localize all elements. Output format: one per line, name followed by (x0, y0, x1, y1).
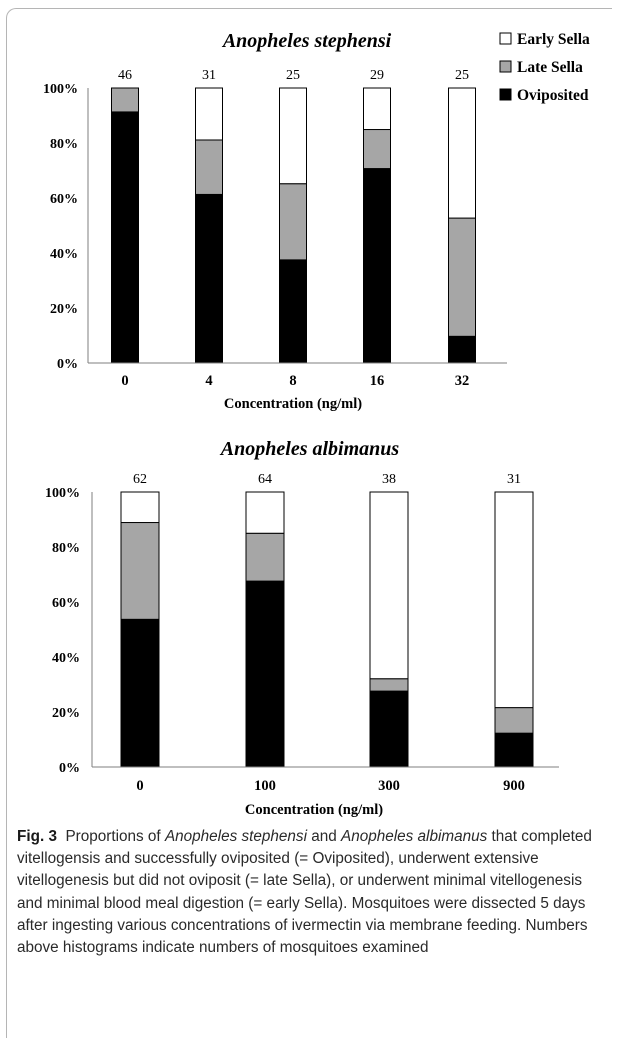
bar-segment-oviposited (246, 581, 284, 767)
bar-segment-late-sella (246, 533, 284, 581)
x-tick-label: 300 (378, 778, 400, 794)
sample-size-label: 25 (286, 68, 300, 83)
bar-segment-late-sella (364, 130, 391, 169)
bar-segment-early-sella (449, 88, 476, 218)
caption-species-1: Anopheles stephensi (165, 828, 307, 845)
y-tick-label: 60% (50, 192, 78, 207)
sample-size-label: 29 (370, 68, 384, 83)
bar-segment-late-sella (121, 523, 159, 620)
caption-text-2: and (307, 828, 341, 845)
caption-label: Fig. 3 (17, 828, 57, 845)
bar-segment-oviposited (364, 169, 391, 363)
y-tick-label: 0% (59, 761, 80, 776)
y-tick-label: 100% (43, 82, 78, 97)
caption-species-2: Anopheles albimanus (341, 828, 487, 845)
bar-segment-oviposited (112, 112, 139, 363)
x-tick-label: 900 (503, 778, 525, 794)
x-tick-label: 4 (205, 373, 212, 389)
sample-size-label: 31 (507, 472, 521, 487)
y-tick-label: 60% (52, 596, 80, 611)
legend-label: Late Sella (517, 59, 583, 76)
x-axis-title: Concentration (ng/ml) (245, 802, 383, 818)
y-tick-label: 40% (52, 651, 80, 666)
legend-swatch (500, 89, 511, 100)
sample-size-label: 25 (455, 68, 469, 83)
sample-size-label: 46 (118, 68, 132, 83)
y-tick-label: 80% (50, 137, 78, 152)
bar-segment-oviposited (370, 691, 408, 767)
figure-charts: Anopheles stephensi0%20%40%60%80%100%460… (0, 0, 623, 820)
bar-segment-oviposited (449, 336, 476, 363)
x-tick-label: 32 (455, 373, 470, 389)
y-tick-label: 80% (52, 541, 80, 556)
x-tick-label: 0 (121, 373, 128, 389)
bar-segment-late-sella (495, 708, 533, 734)
x-tick-label: 100 (254, 778, 276, 794)
bar-segment-late-sella (196, 140, 223, 194)
bar-segment-early-sella (246, 492, 284, 533)
bar-segment-early-sella (370, 492, 408, 679)
bar-segment-late-sella (112, 88, 139, 112)
bar-segment-late-sella (370, 679, 408, 691)
x-tick-label: 0 (136, 778, 143, 794)
bar-segment-late-sella (449, 218, 476, 336)
bar-segment-oviposited (495, 733, 533, 767)
x-tick-label: 8 (289, 373, 296, 389)
y-tick-label: 40% (50, 247, 78, 262)
sample-size-label: 31 (202, 68, 216, 83)
y-tick-label: 20% (52, 706, 80, 721)
caption-text-1: Proportions of (65, 828, 164, 845)
chart-title: Anopheles stephensi (221, 30, 392, 52)
sample-size-label: 62 (133, 472, 147, 487)
y-tick-label: 20% (50, 302, 78, 317)
bar-segment-early-sella (121, 492, 159, 523)
sample-size-label: 38 (382, 472, 396, 487)
sample-size-label: 64 (258, 472, 272, 487)
bar-segment-oviposited (121, 619, 159, 767)
caption-text-3: that completed vitellogensis and success… (17, 828, 592, 956)
bar-segment-early-sella (196, 88, 223, 140)
bar-segment-early-sella (495, 492, 533, 708)
bar-segment-early-sella (364, 88, 391, 130)
figure-caption: Fig. 3 Proportions of Anopheles stephens… (17, 826, 607, 959)
legend-label: Oviposited (517, 87, 589, 104)
chart-title: Anopheles albimanus (219, 438, 400, 460)
bar-segment-oviposited (280, 260, 307, 363)
legend-swatch (500, 33, 511, 44)
bar-segment-late-sella (280, 184, 307, 260)
y-tick-label: 100% (45, 486, 80, 501)
bar-segment-oviposited (196, 194, 223, 363)
legend-label: Early Sella (517, 31, 590, 48)
x-axis-title: Concentration (ng/ml) (224, 396, 362, 412)
legend-swatch (500, 61, 511, 72)
y-tick-label: 0% (57, 357, 78, 372)
x-tick-label: 16 (370, 373, 385, 389)
bar-segment-early-sella (280, 88, 307, 184)
